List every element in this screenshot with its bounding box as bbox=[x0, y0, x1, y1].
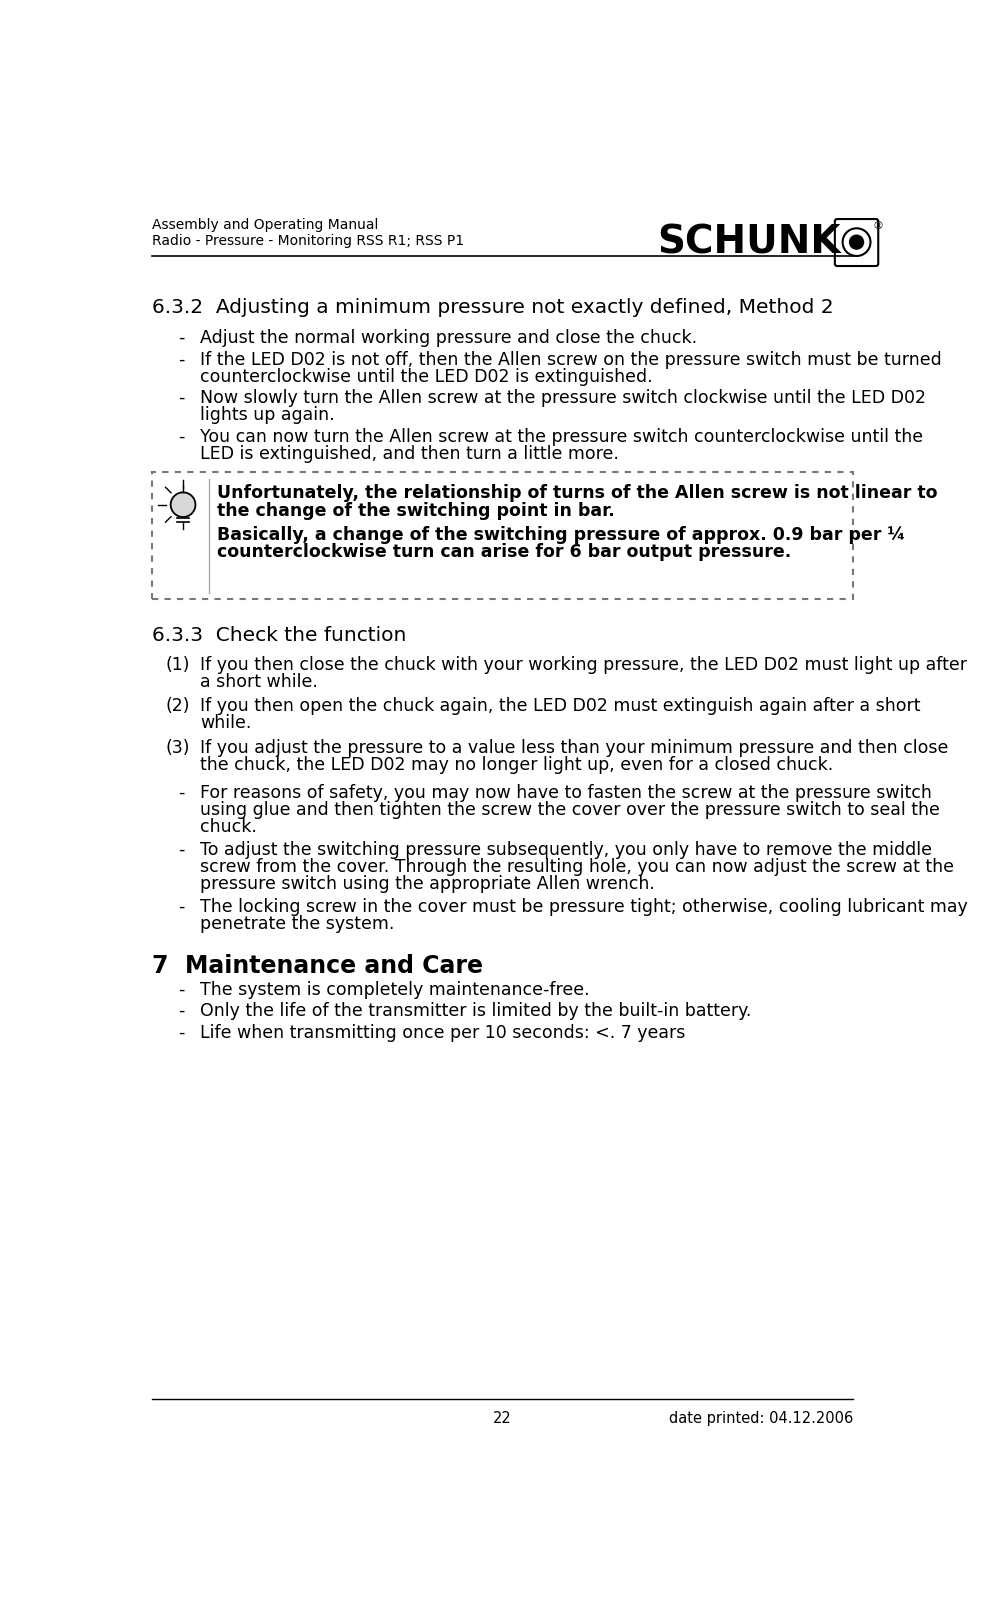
Text: 7  Maintenance and Care: 7 Maintenance and Care bbox=[152, 954, 483, 977]
Circle shape bbox=[850, 235, 863, 249]
Text: pressure switch using the appropriate Allen wrench.: pressure switch using the appropriate Al… bbox=[200, 875, 655, 893]
Text: Basically, a change of the switching pressure of approx. 0.9 bar per ¼: Basically, a change of the switching pre… bbox=[217, 525, 905, 543]
Text: (3): (3) bbox=[165, 739, 189, 757]
Text: -: - bbox=[179, 1003, 184, 1021]
Text: the chuck, the LED D02 may no longer light up, even for a closed chuck.: the chuck, the LED D02 may no longer lig… bbox=[200, 755, 834, 774]
Text: penetrate the system.: penetrate the system. bbox=[200, 915, 394, 933]
FancyBboxPatch shape bbox=[835, 219, 878, 266]
Text: a short while.: a short while. bbox=[200, 672, 318, 690]
Text: If you adjust the pressure to a value less than your minimum pressure and then c: If you adjust the pressure to a value le… bbox=[200, 739, 949, 757]
Text: If the LED D02 is not off, then the Allen screw on the pressure switch must be t: If the LED D02 is not off, then the Alle… bbox=[200, 350, 942, 369]
Text: -: - bbox=[179, 1024, 184, 1042]
Text: Adjust the normal working pressure and close the chuck.: Adjust the normal working pressure and c… bbox=[200, 329, 697, 347]
Text: lights up again.: lights up again. bbox=[200, 407, 335, 424]
Text: (1): (1) bbox=[165, 656, 189, 674]
Text: Only the life of the transmitter is limited by the built-in battery.: Only the life of the transmitter is limi… bbox=[200, 1003, 751, 1021]
Text: Radio - Pressure - Monitoring RSS R1; RSS P1: Radio - Pressure - Monitoring RSS R1; RS… bbox=[152, 235, 464, 248]
Text: -: - bbox=[179, 350, 184, 369]
Text: counterclockwise turn can arise for 6 bar output pressure.: counterclockwise turn can arise for 6 ba… bbox=[217, 543, 792, 561]
Text: -: - bbox=[179, 841, 184, 859]
Text: To adjust the switching pressure subsequently, you only have to remove the middl: To adjust the switching pressure subsequ… bbox=[200, 841, 932, 859]
Text: The system is completely maintenance-free.: The system is completely maintenance-fre… bbox=[200, 980, 590, 998]
Text: counterclockwise until the LED D02 is extinguished.: counterclockwise until the LED D02 is ex… bbox=[200, 368, 652, 386]
Bar bbox=[152, 473, 853, 599]
Text: using glue and then tighten the screw the cover over the pressure switch to seal: using glue and then tighten the screw th… bbox=[200, 802, 940, 820]
Text: -: - bbox=[179, 980, 184, 998]
Text: 6.3.3  Check the function: 6.3.3 Check the function bbox=[152, 627, 406, 645]
Text: chuck.: chuck. bbox=[200, 818, 257, 836]
Text: Unfortunately, the relationship of turns of the Allen screw is not linear to: Unfortunately, the relationship of turns… bbox=[217, 484, 938, 502]
Text: the change of the switching point in bar.: the change of the switching point in bar… bbox=[217, 502, 615, 520]
Text: while.: while. bbox=[200, 714, 251, 732]
Text: Now slowly turn the Allen screw at the pressure switch clockwise until the LED D: Now slowly turn the Allen screw at the p… bbox=[200, 389, 926, 407]
Circle shape bbox=[171, 492, 195, 517]
Text: LED is extinguished, and then turn a little more.: LED is extinguished, and then turn a lit… bbox=[200, 444, 619, 463]
Text: -: - bbox=[179, 329, 184, 347]
Text: (2): (2) bbox=[165, 697, 189, 714]
Text: -: - bbox=[179, 897, 184, 917]
Text: 22: 22 bbox=[493, 1411, 512, 1426]
Text: Life when transmitting once per 10 seconds: <. 7 years: Life when transmitting once per 10 secon… bbox=[200, 1024, 686, 1042]
Text: If you then close the chuck with your working pressure, the LED D02 must light u: If you then close the chuck with your wo… bbox=[200, 656, 967, 674]
Text: You can now turn the Allen screw at the pressure switch counterclockwise until t: You can now turn the Allen screw at the … bbox=[200, 428, 923, 446]
Text: Assembly and Operating Manual: Assembly and Operating Manual bbox=[152, 217, 379, 232]
Text: For reasons of safety, you may now have to fasten the screw at the pressure swit: For reasons of safety, you may now have … bbox=[200, 784, 932, 802]
Text: 6.3.2  Adjusting a minimum pressure not exactly defined, Method 2: 6.3.2 Adjusting a minimum pressure not e… bbox=[152, 298, 834, 318]
Text: SCHUNK: SCHUNK bbox=[657, 224, 841, 262]
Text: If you then open the chuck again, the LED D02 must extinguish again after a shor: If you then open the chuck again, the LE… bbox=[200, 697, 920, 714]
Text: date printed: 04.12.2006: date printed: 04.12.2006 bbox=[669, 1411, 853, 1426]
Text: -: - bbox=[179, 784, 184, 802]
Text: ®: ® bbox=[873, 222, 884, 232]
Text: -: - bbox=[179, 389, 184, 407]
Text: screw from the cover. Through the resulting hole, you can now adjust the screw a: screw from the cover. Through the result… bbox=[200, 859, 955, 876]
Text: -: - bbox=[179, 428, 184, 446]
Text: The locking screw in the cover must be pressure tight; otherwise, cooling lubric: The locking screw in the cover must be p… bbox=[200, 897, 968, 917]
